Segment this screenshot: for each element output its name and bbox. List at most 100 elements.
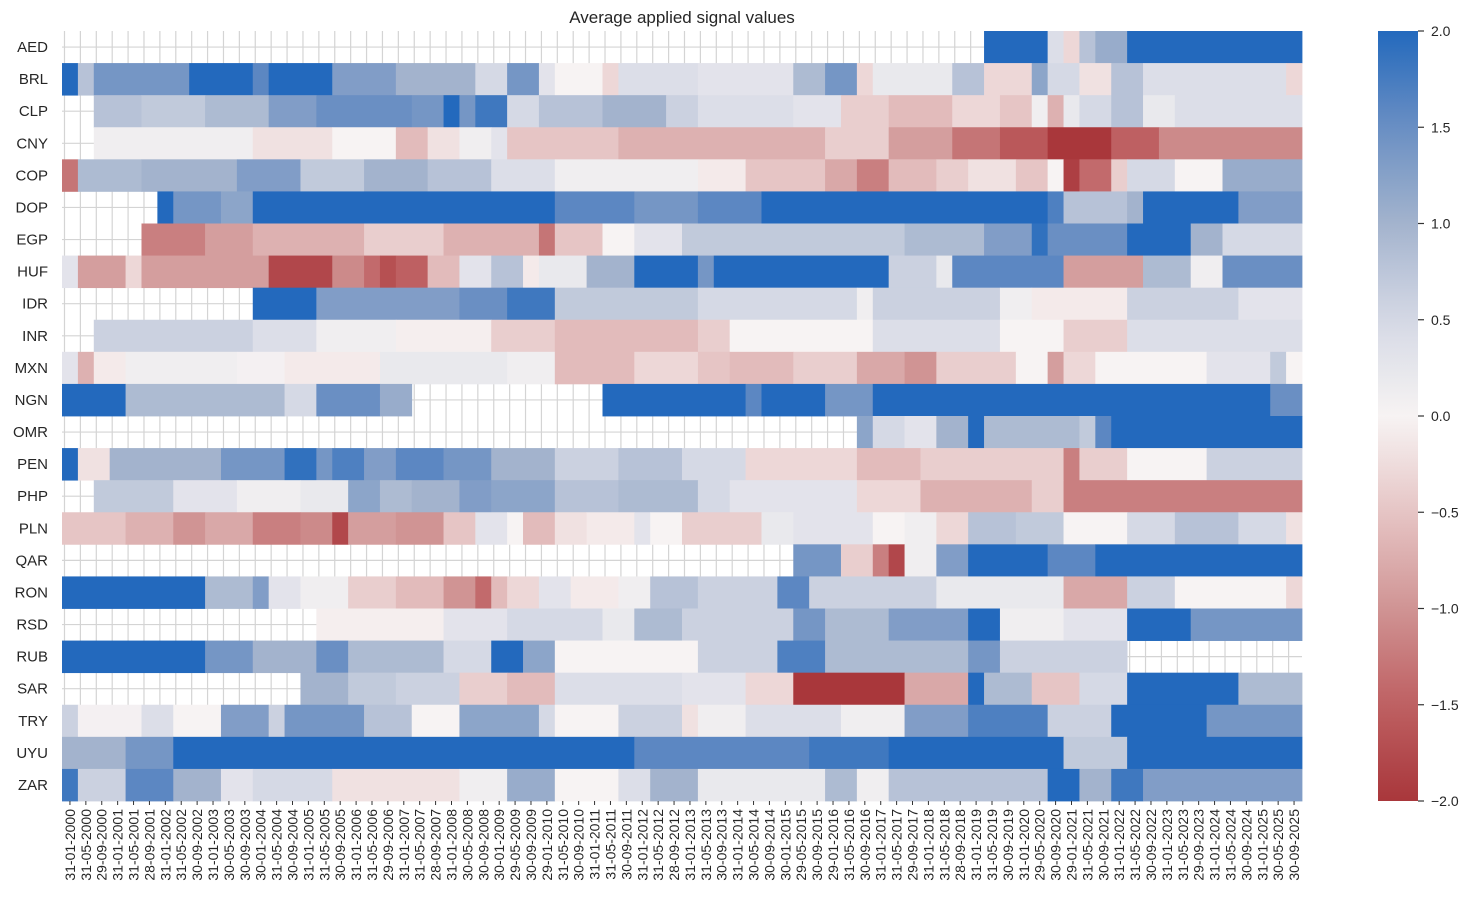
x-tick-label: 30-09-2022: [1143, 809, 1159, 881]
heatmap-cell: [761, 512, 794, 545]
heatmap-cell: [1095, 31, 1128, 64]
heatmap-cell: [618, 448, 683, 481]
heatmap-cell: [443, 512, 476, 545]
heatmap-cell: [443, 640, 492, 674]
heatmap-cell: [220, 448, 285, 481]
heatmap-cell: [507, 63, 540, 96]
heatmap-cell: [1127, 287, 1239, 321]
x-tick-label: 31-01-2022: [1111, 809, 1127, 881]
heatmap-cell: [872, 319, 1001, 353]
x-tick-label: 30-05-2025: [1270, 809, 1286, 881]
heatmap-cell: [236, 159, 301, 192]
x-tick-label: 30-09-2008: [475, 809, 491, 881]
heatmap-cell: [904, 223, 985, 256]
heatmap-cell: [1238, 191, 1303, 224]
x-tick-label: 31-05-2023: [1175, 809, 1191, 881]
heatmap-cell: [459, 672, 508, 706]
x-tick-label: 28-09-2001: [141, 809, 157, 881]
heatmap-cell: [602, 159, 699, 192]
x-tick-label: 29-01-2021: [1063, 809, 1079, 881]
heatmap-cell: [220, 768, 254, 802]
heatmap-cell: [62, 768, 79, 802]
heatmap-cell: [538, 255, 588, 289]
x-tick-label: 31-05-2022: [1127, 809, 1143, 881]
heatmap-cell: [62, 351, 79, 385]
heatmap-cell: [793, 63, 826, 96]
heatmap-cell: [554, 63, 603, 96]
heatmap-cell: [268, 63, 333, 96]
y-tick-label: EGP: [16, 232, 48, 249]
heatmap-cell: [999, 95, 1033, 128]
x-tick-label: 31-05-2019: [984, 809, 1000, 881]
heatmap-cell: [936, 512, 969, 545]
heatmap-cell: [443, 608, 508, 641]
heatmap-cell: [252, 319, 317, 353]
heatmap-cell: [554, 287, 699, 321]
heatmap-cell: [968, 640, 1001, 674]
heatmap-cell: [682, 608, 794, 641]
heatmap-cell: [634, 191, 699, 224]
heatmap-cell: [1095, 544, 1303, 577]
heatmap-cell: [284, 351, 381, 385]
heatmap-cell: [1031, 287, 1128, 321]
heatmap-cell: [1031, 95, 1049, 128]
heatmap-cell: [602, 63, 619, 96]
heatmap-cell: [1174, 512, 1239, 545]
heatmap-cell: [62, 255, 79, 289]
heatmap-cell: [825, 768, 858, 802]
x-tick-label: 31-05-2018: [936, 809, 952, 881]
heatmap-cell: [904, 512, 937, 545]
x-tick-label: 29-09-2023: [1191, 809, 1207, 881]
heatmap-cell: [745, 672, 794, 706]
heatmap-cell: [984, 31, 1049, 64]
heatmap-cell: [507, 672, 556, 706]
heatmap-cell: [300, 576, 349, 609]
heatmap-cell: [618, 576, 651, 609]
heatmap-cell: [554, 640, 699, 674]
heatmap-cell: [888, 127, 953, 160]
heatmap-cell: [602, 95, 667, 128]
x-tick-label: 31-01-2012: [634, 809, 650, 881]
heatmap-cell: [379, 255, 397, 289]
heatmap-cell: [1127, 608, 1192, 641]
x-tick-label: 31-01-2020: [1016, 809, 1032, 881]
heatmap-cell: [125, 255, 142, 289]
x-tick-label: 29-01-2016: [825, 809, 841, 881]
heatmap-cell: [1222, 223, 1303, 256]
heatmap-cell: [761, 383, 826, 417]
heatmap-cell: [888, 544, 905, 577]
heatmap-cell: [507, 287, 556, 321]
heatmap-cell: [745, 448, 858, 481]
heatmap-cell: [650, 512, 683, 545]
heatmap-cell: [904, 544, 937, 577]
heatmap-cell: [1063, 448, 1080, 481]
heatmap-cell: [825, 127, 890, 160]
heatmap-cell: [268, 95, 317, 128]
heatmap-cell: [1143, 95, 1176, 128]
heatmap-cell: [252, 287, 317, 321]
heatmap-cell: [173, 191, 222, 224]
heatmap-cell: [173, 736, 635, 770]
heatmap-cell: [125, 512, 174, 545]
x-tick-label: 31-05-2000: [78, 809, 94, 881]
heatmap-cell: [1206, 448, 1303, 481]
heatmap-cell: [205, 512, 254, 545]
y-tick-label: RON: [15, 585, 48, 602]
x-tick-label: 31-05-2017: [889, 809, 905, 881]
heatmap-cell: [856, 416, 874, 449]
heatmap-cell: [523, 640, 556, 674]
x-tick-label: 29-05-2009: [507, 809, 523, 881]
heatmap-cell: [1127, 319, 1303, 353]
heatmap-cell: [999, 640, 1128, 674]
heatmap-cell: [777, 576, 810, 609]
heatmap-cell: [1063, 480, 1303, 513]
x-tick-label: 30-09-2021: [1095, 809, 1111, 881]
x-tick-label: 30-09-2003: [237, 809, 253, 881]
y-tick-label: HUF: [17, 264, 48, 281]
heatmap-cell: [586, 255, 635, 289]
x-tick-label: 28-09-2018: [952, 809, 968, 881]
heatmap-cell: [856, 480, 921, 513]
heatmap-cell: [93, 127, 254, 160]
heatmap-cell: [1047, 127, 1112, 160]
heatmap-cell: [125, 768, 174, 802]
